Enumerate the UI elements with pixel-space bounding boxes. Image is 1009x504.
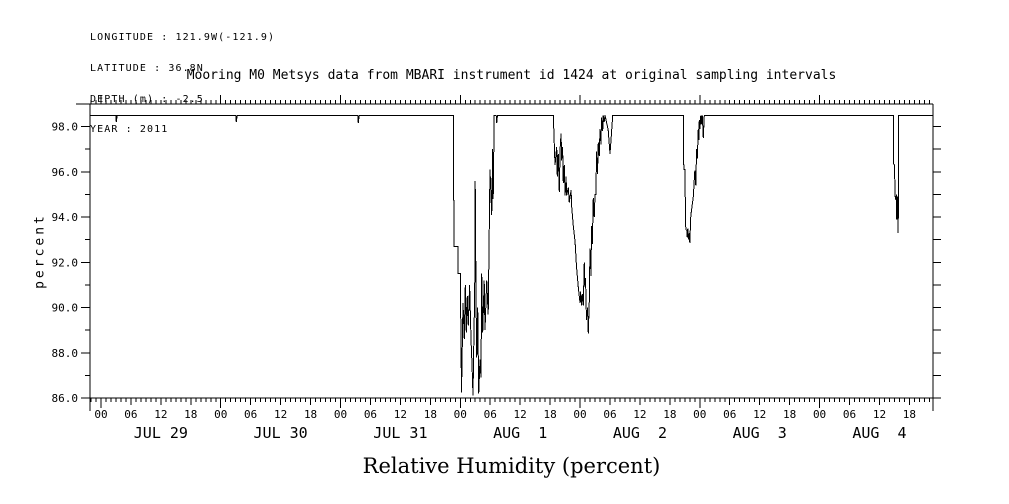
x-day-labels: JUL 29 JUL 30 JUL 31 AUG 1 AUG 2 AUG 3 AUG 4 — [134, 424, 907, 442]
y-tick-label: 90.0 — [52, 302, 79, 315]
metadata-depth: DEPTH (m) : -2.5 — [90, 93, 204, 105]
day-label: AUG 1 — [493, 424, 547, 442]
hour-tick-label: 18 — [903, 408, 916, 421]
day-label: AUG 2 — [613, 424, 667, 442]
hour-tick-label: 12 — [394, 408, 407, 421]
hour-tick-label: 00 — [454, 408, 467, 421]
hour-tick-label: 12 — [873, 408, 886, 421]
day-label: AUG 3 — [733, 424, 787, 442]
hour-tick-label: 12 — [514, 408, 527, 421]
hour-tick-label: 18 — [543, 408, 556, 421]
plot-title: Mooring M0 Metsys data from MBARI instru… — [186, 68, 837, 83]
hour-tick-label: 06 — [603, 408, 616, 421]
hour-tick-label: 06 — [484, 408, 497, 421]
hour-tick-label: 12 — [154, 408, 167, 421]
hour-tick-label: 00 — [813, 408, 826, 421]
hour-tick-label: 00 — [573, 408, 586, 421]
hour-tick-label: 06 — [244, 408, 257, 421]
metadata-block: LONGITUDE : 121.9W(-121.9) LATITUDE : 36… — [90, 13, 275, 146]
x-axis-caption: Relative Humidity (percent) — [362, 454, 661, 478]
y-tick-label: 96.0 — [52, 166, 79, 179]
hour-tick-label: 06 — [124, 408, 137, 421]
hour-tick-label: 18 — [783, 408, 796, 421]
hour-tick-label: 00 — [214, 408, 227, 421]
hour-tick-label: 12 — [753, 408, 766, 421]
x-axis-ticks — [90, 95, 930, 408]
relative_humidity_percent-line — [90, 114, 933, 396]
hour-tick-label: 06 — [364, 408, 377, 421]
y-tick-label: 92.0 — [52, 256, 79, 269]
hour-tick-label: 00 — [94, 408, 107, 421]
y-tick-label: 94.0 — [52, 211, 79, 224]
hour-tick-label: 00 — [693, 408, 706, 421]
day-label: JUL 30 — [254, 424, 308, 442]
y-tick-label: 86.0 — [52, 392, 79, 405]
hour-tick-label: 12 — [633, 408, 646, 421]
hour-tick-label: 06 — [723, 408, 736, 421]
hour-tick-label: 18 — [304, 408, 317, 421]
metadata-latitude: LATITUDE : 36.8N — [90, 63, 204, 75]
y-tick-label: 98.0 — [52, 121, 79, 134]
hour-tick-label: 00 — [334, 408, 347, 421]
metadata-longitude: LONGITUDE : 121.9W(-121.9) — [90, 32, 276, 44]
plot-frame — [76, 103, 934, 411]
day-label: AUG 4 — [852, 424, 906, 442]
hour-tick-label: 18 — [184, 408, 197, 421]
y-axis-ticks: 86.0 88.0 90.0 92.0 94.0 96.0 98.0 — [52, 121, 941, 405]
x-hour-labels: 00 06 12 18 00 06 12 18 00 06 12 18 00 06 12 18 00 06 12 18… — [94, 408, 916, 421]
hour-tick-label: 18 — [663, 408, 676, 421]
metadata-year: YEAR : 2011 — [90, 124, 169, 136]
y-tick-label: 88.0 — [52, 347, 79, 360]
hour-tick-label: 06 — [843, 408, 856, 421]
day-label: JUL 31 — [373, 424, 427, 442]
hour-tick-label: 12 — [274, 408, 287, 421]
hour-tick-label: 18 — [424, 408, 437, 421]
day-label: JUL 29 — [134, 424, 188, 442]
